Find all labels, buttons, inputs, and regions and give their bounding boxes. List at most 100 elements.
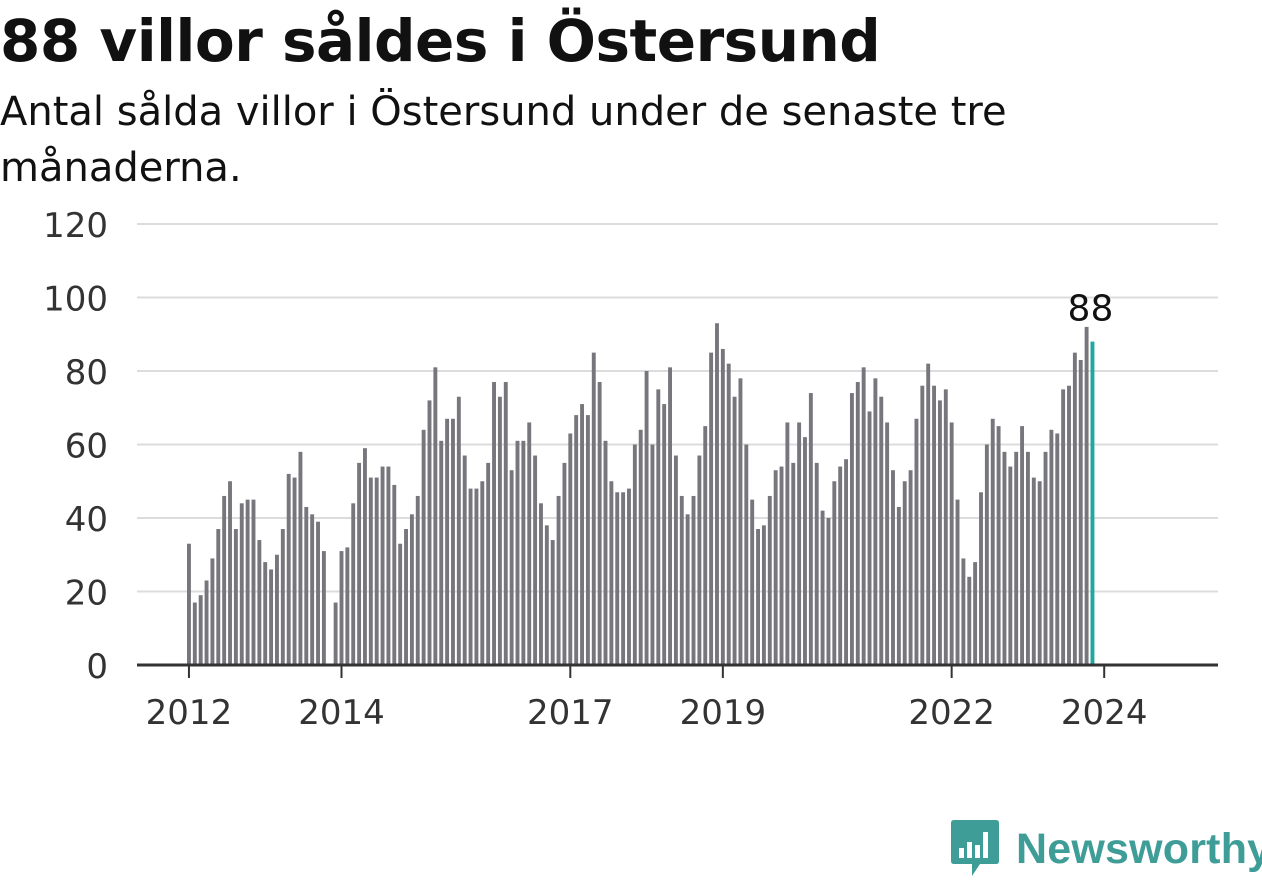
x-tick-label: 2019 [680,693,767,733]
bar [984,444,989,665]
bar [580,404,584,665]
bar [979,492,983,665]
bar [210,558,215,665]
y-tick-label: 60 [65,427,108,467]
bar [1037,481,1042,665]
bar [914,418,919,665]
bar [990,418,995,665]
bar [257,540,262,665]
bar [386,466,391,665]
bar [392,484,397,665]
bar [404,529,408,665]
bar [961,558,966,665]
bar [298,451,303,665]
bar [767,495,772,665]
bar [198,595,203,665]
bar [709,352,714,665]
bar [726,363,731,665]
bar [462,455,467,665]
bar [497,396,502,665]
newsworthy-logo-icon [951,820,999,876]
bar [656,389,661,665]
bar [644,371,649,665]
bar [615,492,620,665]
bar [544,525,549,665]
bar [932,385,937,665]
bar [908,470,913,665]
bar [791,462,796,665]
bar [673,455,678,665]
x-tick-label: 2017 [527,693,614,733]
brand-name: Newsworthy [1016,824,1262,873]
chart-subtitle: Antal sålda villor i Östersund under de … [0,89,1007,191]
bar [492,382,496,665]
bar [1025,451,1030,665]
y-tick-label: 80 [65,353,108,393]
x-axis-ticks [187,666,1106,678]
bar [556,495,561,665]
bar [550,540,555,665]
bar [773,470,778,665]
brand: Newsworthy [950,818,1262,880]
bar [1014,451,1019,665]
bar [239,503,244,665]
bar [668,367,672,665]
bar [1020,426,1025,665]
bar [503,382,508,665]
bars: 88 [187,289,1113,665]
bar [621,492,626,665]
bar [861,367,866,665]
bar [316,521,320,665]
bar [756,529,760,665]
bar [204,580,209,665]
bar [222,495,227,665]
data-label: 88 [1068,289,1114,330]
x-tick-label: 2014 [298,693,385,733]
bar [785,422,790,665]
bar [357,462,362,665]
bar [515,440,520,665]
bar [885,422,890,665]
bar [1008,466,1013,665]
bar [955,499,960,665]
bar [609,481,614,665]
bar [409,514,414,665]
bar [855,382,860,665]
bar [245,499,250,665]
bar [949,422,954,665]
bar [1067,385,1071,665]
bar [902,481,907,665]
bar [187,543,191,665]
bar [996,426,1001,665]
bar [310,514,315,665]
bar [867,411,872,665]
bar [873,378,878,665]
bar [509,470,514,665]
bar [879,396,884,665]
bar [943,389,948,665]
bar [779,466,784,665]
bar [1084,326,1089,665]
bar [937,400,942,665]
bar [591,352,596,665]
bar [797,422,802,665]
bar [368,477,373,665]
bar [398,543,403,665]
bar [263,562,268,665]
bar [603,440,608,665]
bar [638,429,643,665]
bar [269,569,274,665]
bar [761,525,766,665]
bar [920,385,925,665]
bar [1055,433,1060,665]
bar [585,415,590,665]
bar [896,506,901,665]
bar [339,551,344,665]
bar [1061,389,1066,665]
bar [627,488,631,665]
bar [568,433,573,665]
bar [808,393,813,665]
bar [427,400,432,665]
bar [562,462,567,665]
